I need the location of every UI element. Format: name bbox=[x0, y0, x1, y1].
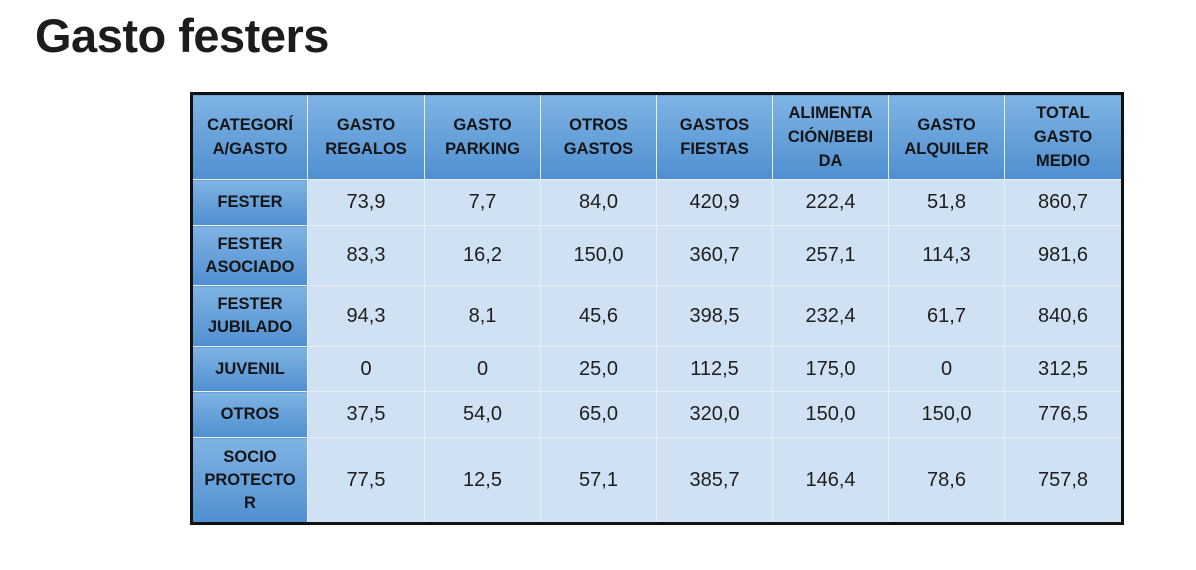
value-cell: 320,0 bbox=[656, 391, 773, 438]
value-cell: 16,2 bbox=[424, 225, 541, 286]
value-cell: 61,7 bbox=[888, 285, 1005, 347]
value-cell: 73,9 bbox=[307, 179, 425, 226]
value-cell: 37,5 bbox=[307, 391, 425, 438]
value-cell: 51,8 bbox=[888, 179, 1005, 226]
value-cell: 232,4 bbox=[772, 285, 889, 347]
value-cell: 146,4 bbox=[772, 437, 889, 524]
value-cell: 420,9 bbox=[656, 179, 773, 226]
data-row: JUVENIL 0 0 25,0 112,5 175,0 0 312,5 bbox=[191, 346, 1123, 392]
expense-table: CATEGORÍ A/GASTO GASTO REGALOS GASTO PARKI… bbox=[190, 92, 1124, 525]
value-cell: 54,0 bbox=[424, 391, 541, 438]
header-cell: CATEGORÍ A/GASTO bbox=[191, 93, 308, 180]
header-cell: GASTO REGALOS bbox=[307, 93, 425, 180]
row-label: OTROS bbox=[191, 391, 308, 438]
page-title: Gasto festers bbox=[35, 9, 329, 62]
data-row: SOCIO PROTECTO R 77,5 12,5 57,1 385,7 146,4 78… bbox=[191, 437, 1123, 524]
row-label: FESTER bbox=[191, 179, 308, 226]
data-row: FESTER 73,9 7,7 84,0 420,9 222,4 51,8 860,7 bbox=[191, 179, 1123, 226]
row-label: JUVENIL bbox=[191, 346, 308, 392]
data-row: FESTER ASOCIADO 83,3 16,2 150,0 360,7 257,1 11… bbox=[191, 225, 1123, 286]
value-cell: 257,1 bbox=[772, 225, 889, 286]
value-cell: 84,0 bbox=[540, 179, 657, 226]
header-row: CATEGORÍ A/GASTO GASTO REGALOS GASTO PARKI… bbox=[191, 93, 1123, 180]
value-cell: 12,5 bbox=[424, 437, 541, 524]
value-cell: 45,6 bbox=[540, 285, 657, 347]
data-row: OTROS 37,5 54,0 65,0 320,0 150,0 150,0 776,5 bbox=[191, 391, 1123, 438]
value-cell: 150,0 bbox=[772, 391, 889, 438]
value-cell: 7,7 bbox=[424, 179, 541, 226]
value-cell: 114,3 bbox=[888, 225, 1005, 286]
value-cell: 0 bbox=[307, 346, 425, 392]
value-cell: 8,1 bbox=[424, 285, 541, 347]
value-cell: 840,6 bbox=[1004, 285, 1123, 347]
value-cell: 398,5 bbox=[656, 285, 773, 347]
value-cell: 312,5 bbox=[1004, 346, 1123, 392]
value-cell: 360,7 bbox=[656, 225, 773, 286]
value-cell: 77,5 bbox=[307, 437, 425, 524]
header-cell: OTROS GASTOS bbox=[540, 93, 657, 180]
value-cell: 150,0 bbox=[540, 225, 657, 286]
value-cell: 981,6 bbox=[1004, 225, 1123, 286]
row-label: FESTER JUBILADO bbox=[191, 285, 308, 347]
row-label: SOCIO PROTECTO R bbox=[191, 437, 308, 524]
value-cell: 94,3 bbox=[307, 285, 425, 347]
row-label: FESTER ASOCIADO bbox=[191, 225, 308, 286]
value-cell: 0 bbox=[424, 346, 541, 392]
value-cell: 150,0 bbox=[888, 391, 1005, 438]
value-cell: 78,6 bbox=[888, 437, 1005, 524]
value-cell: 25,0 bbox=[540, 346, 657, 392]
value-cell: 112,5 bbox=[656, 346, 773, 392]
value-cell: 175,0 bbox=[772, 346, 889, 392]
header-cell: TOTAL GASTO MEDIO bbox=[1004, 93, 1123, 180]
header-cell: GASTO ALQUILER bbox=[888, 93, 1005, 180]
value-cell: 222,4 bbox=[772, 179, 889, 226]
header-cell: GASTOS FIESTAS bbox=[656, 93, 773, 180]
value-cell: 860,7 bbox=[1004, 179, 1123, 226]
header-cell: ALIMENTA CIÓN/BEBI DA bbox=[772, 93, 889, 180]
value-cell: 65,0 bbox=[540, 391, 657, 438]
value-cell: 776,5 bbox=[1004, 391, 1123, 438]
value-cell: 83,3 bbox=[307, 225, 425, 286]
data-row: FESTER JUBILADO 94,3 8,1 45,6 398,5 232,4 61,7… bbox=[191, 285, 1123, 347]
value-cell: 385,7 bbox=[656, 437, 773, 524]
value-cell: 0 bbox=[888, 346, 1005, 392]
value-cell: 757,8 bbox=[1004, 437, 1123, 524]
header-cell: GASTO PARKING bbox=[424, 93, 541, 180]
value-cell: 57,1 bbox=[540, 437, 657, 524]
